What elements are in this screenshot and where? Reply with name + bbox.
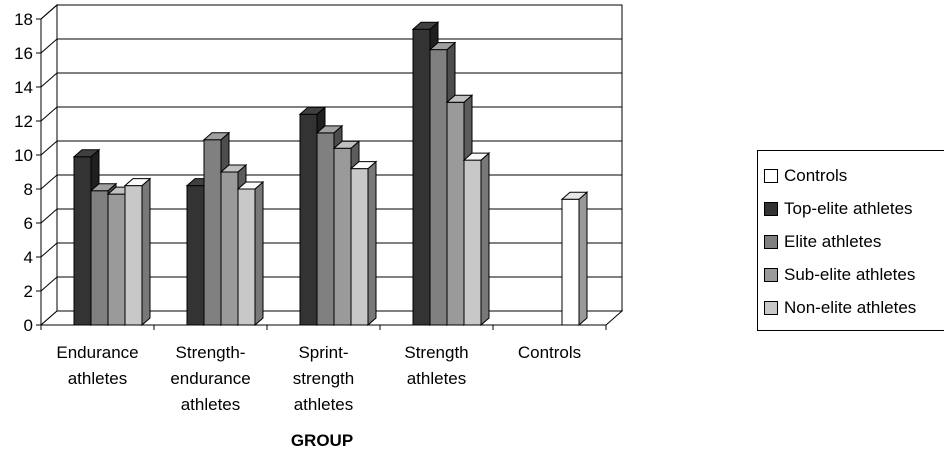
y-tick-label: 18 bbox=[14, 10, 33, 29]
bar-side bbox=[578, 191, 588, 327]
bar-front bbox=[350, 168, 369, 326]
bar-front bbox=[412, 28, 431, 326]
bar-top bbox=[428, 42, 457, 51]
y-axis: 0 2 4 6 8 10 12 14 16 18 bbox=[14, 10, 42, 335]
y-tick-label: 12 bbox=[14, 112, 33, 131]
bar-front bbox=[107, 193, 126, 326]
y-tick-label: 0 bbox=[24, 316, 33, 335]
bar-top bbox=[560, 191, 589, 200]
bar-top bbox=[123, 178, 152, 187]
bar-top bbox=[332, 140, 361, 149]
legend: Controls Top-elite athletes Elite athletes… bbox=[757, 150, 944, 331]
bar-top bbox=[445, 94, 474, 103]
bar bbox=[462, 151, 491, 327]
bar-front bbox=[316, 132, 335, 326]
y-tick-label: 6 bbox=[24, 214, 33, 233]
legend-label: Elite athletes bbox=[784, 231, 882, 251]
legend-swatch bbox=[764, 300, 778, 315]
bar-front bbox=[220, 171, 239, 326]
bar-top bbox=[462, 152, 491, 161]
legend-label: Non-elite athletes bbox=[784, 297, 917, 317]
legend-label: Top-elite athletes bbox=[784, 198, 913, 218]
x-category-label: Sprint-strength athletes bbox=[293, 343, 354, 414]
y-tick-label: 4 bbox=[24, 248, 33, 267]
bar-top bbox=[219, 164, 248, 173]
x-axis: Endurance athletes Strength-endurance athle… bbox=[40, 324, 607, 414]
bar-front bbox=[203, 139, 222, 326]
bar-front bbox=[124, 185, 143, 326]
bar-front bbox=[299, 113, 318, 326]
legend-entry: Top-elite athletes bbox=[764, 192, 944, 225]
legend-label: Controls bbox=[784, 165, 848, 185]
legend-swatch bbox=[764, 168, 778, 183]
y-tick-label: 10 bbox=[14, 146, 33, 165]
bar-front bbox=[561, 198, 580, 326]
bar-top bbox=[202, 132, 231, 141]
bar-top bbox=[298, 106, 327, 115]
bar-front bbox=[333, 147, 352, 326]
legend-entry: Sub-elite athletes bbox=[764, 258, 944, 291]
x-category-label: Strength athletes bbox=[404, 343, 468, 388]
legend-entry: Controls bbox=[764, 159, 944, 192]
bar-front bbox=[463, 159, 482, 326]
x-category-label: Controls bbox=[518, 343, 581, 362]
y-tick-label: 2 bbox=[24, 282, 33, 301]
bar-side bbox=[141, 177, 151, 327]
gridline bbox=[40, 4, 622, 20]
legend-label: Sub-elite athletes bbox=[784, 264, 916, 284]
bars bbox=[72, 21, 589, 327]
bar-side bbox=[254, 180, 264, 327]
bar-top bbox=[349, 161, 378, 170]
y-tick-label: 16 bbox=[14, 44, 33, 63]
bar-top bbox=[89, 183, 118, 192]
side-wall bbox=[40, 3, 58, 327]
x-axis-label: GROUP bbox=[291, 431, 353, 450]
y-tick-label: 14 bbox=[14, 78, 33, 97]
bar-top bbox=[236, 181, 265, 190]
bar-front bbox=[446, 101, 465, 326]
x-category-label: Strength-endurance athletes bbox=[170, 343, 250, 414]
bar-front bbox=[73, 156, 92, 326]
bar-front bbox=[90, 190, 109, 326]
bar-front bbox=[186, 185, 205, 326]
bar-front bbox=[237, 188, 256, 326]
legend-entry: Non-elite athletes bbox=[764, 291, 944, 324]
legend-swatch bbox=[764, 201, 778, 216]
bar-side bbox=[480, 151, 490, 327]
y-tick-label: 8 bbox=[24, 180, 33, 199]
bar-chart: 0 2 4 6 8 10 12 14 16 18 Endurance athletes Strengt… bbox=[14, 3, 624, 450]
bar-front bbox=[429, 49, 448, 326]
legend-entry: Elite athletes bbox=[764, 225, 944, 258]
bar bbox=[349, 160, 378, 327]
bar bbox=[123, 177, 152, 327]
bar-top bbox=[72, 149, 101, 158]
x-category-label: Endurance athletes bbox=[56, 343, 138, 388]
bar-top bbox=[411, 21, 440, 30]
bar-top bbox=[315, 125, 344, 134]
legend-swatch bbox=[764, 234, 778, 249]
legend-swatch bbox=[764, 267, 778, 282]
bar bbox=[236, 180, 265, 327]
bar-side bbox=[367, 160, 377, 327]
bar bbox=[560, 191, 589, 327]
